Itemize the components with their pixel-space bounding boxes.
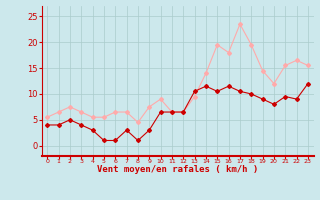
X-axis label: Vent moyen/en rafales ( km/h ): Vent moyen/en rafales ( km/h ) [97, 165, 258, 174]
